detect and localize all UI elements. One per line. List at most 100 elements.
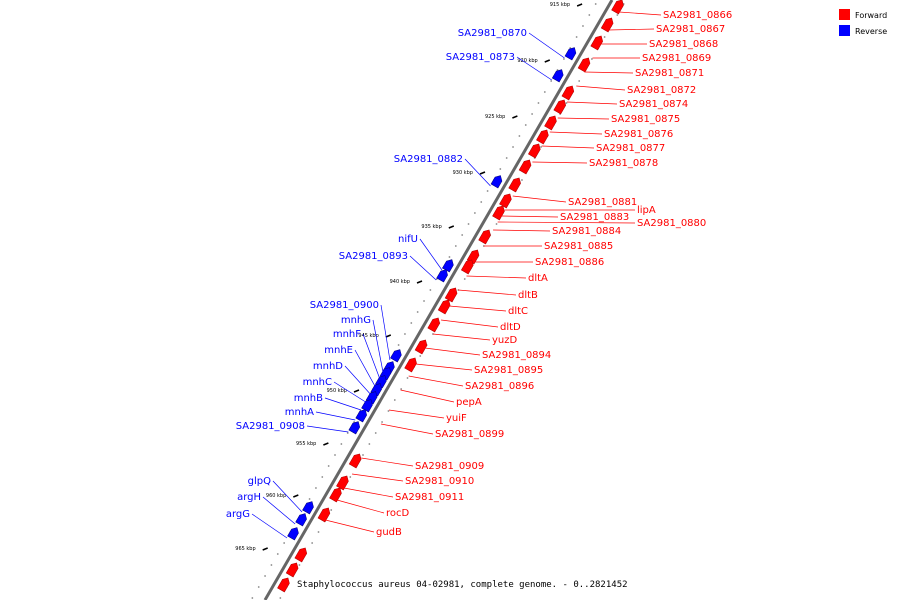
- legend-reverse-label: Reverse: [855, 27, 887, 36]
- forward-gene-label: SA2981_0878: [589, 158, 658, 169]
- forward-gene-label: SA2981_0867: [656, 24, 725, 35]
- reverse-gene-label: mnhA: [285, 407, 314, 418]
- reverse-gene: [302, 501, 314, 515]
- ruler-dot: [308, 498, 311, 500]
- ruler-dot: [603, 36, 606, 38]
- leader-line: [325, 519, 375, 533]
- reverse-gene: [436, 269, 448, 283]
- tick-mark: [293, 494, 299, 498]
- ruler-dot: [368, 443, 371, 445]
- forward-gene-label: SA2981_0868: [649, 39, 718, 50]
- ruler-dot: [578, 80, 581, 82]
- ruler-dot: [311, 542, 314, 544]
- forward-gene-label: dltA: [528, 273, 548, 284]
- leader-line: [361, 457, 414, 467]
- ruler-dot: [346, 432, 349, 434]
- leader-line: [432, 333, 491, 341]
- forward-gene-label: yuzD: [492, 335, 518, 346]
- ruler-dot: [321, 476, 324, 478]
- leader-line: [608, 28, 655, 31]
- ruler-dot: [276, 553, 279, 555]
- leader-line: [262, 496, 296, 525]
- leader-line: [493, 229, 551, 232]
- ruler-dot: [461, 234, 464, 236]
- tick-labels: 915 kbp 920 kbp 925 kbp 930 kbp 935 kbp 940 k…: [235, 2, 570, 552]
- forward-gene: [611, 0, 624, 15]
- ruler-dot: [334, 454, 336, 456]
- leader-line: [532, 161, 588, 164]
- reverse-gene-label: SA2981_0900: [310, 300, 379, 311]
- forward-gene: [414, 339, 428, 355]
- tick-label: 920 kbp: [517, 58, 537, 64]
- forward-gene-label: SA2981_0872: [627, 85, 696, 96]
- ruler-dot: [594, 3, 597, 5]
- label-leaders: [251, 11, 662, 539]
- reverse-gene: [287, 527, 299, 541]
- ruler-dot: [590, 58, 593, 60]
- tick-marks: [262, 3, 583, 551]
- reverse-gene-label: SA2981_0870: [458, 28, 527, 39]
- forward-gene: [544, 115, 557, 131]
- ruler-dot: [400, 388, 403, 390]
- ruler-dot: [575, 36, 578, 38]
- forward-gene-label: SA2981_0874: [619, 99, 688, 110]
- forward-gene-label: dltB: [518, 290, 538, 301]
- leader-line: [512, 195, 567, 203]
- leader-line: [324, 397, 362, 411]
- tick-mark: [576, 3, 583, 7]
- leader-line: [576, 85, 626, 91]
- reverse-gene: [490, 175, 503, 189]
- tick-mark: [544, 59, 551, 63]
- leader-line: [306, 425, 349, 433]
- reverse-gene: [355, 409, 367, 423]
- reverse-gene-label: mnhF: [333, 329, 361, 340]
- ruler-dot: [588, 14, 591, 16]
- leader-line: [528, 32, 565, 59]
- forward-gene: [518, 159, 532, 175]
- leader-line: [388, 409, 445, 419]
- legend-reverse-swatch: [839, 25, 850, 36]
- leader-line: [409, 255, 437, 281]
- leader-line: [541, 145, 595, 149]
- tick-label: 945 kbp: [358, 333, 378, 339]
- forward-gene-label: pepA: [456, 397, 482, 408]
- ruler-dot: [416, 311, 419, 313]
- ruler-dot: [410, 322, 413, 324]
- forward-gene-label: SA2981_0895: [474, 365, 543, 376]
- leader-line: [400, 389, 455, 403]
- ruler-dot: [537, 102, 540, 104]
- leader-line: [619, 11, 662, 16]
- ruler-dot: [406, 377, 409, 379]
- ruler-dot: [448, 256, 451, 258]
- leader-line: [584, 71, 634, 74]
- leader-line: [336, 499, 385, 514]
- forward-gene-label: SA2981_0880: [637, 218, 706, 229]
- reverse-gene-label: SA2981_0873: [446, 52, 515, 63]
- forward-gene-label: SA2981_0884: [552, 226, 621, 237]
- ruler-dot: [543, 91, 546, 93]
- forward-gene: [499, 193, 512, 209]
- ruler-dot: [317, 531, 320, 533]
- tick-mark: [448, 225, 455, 229]
- leader-line: [419, 238, 443, 271]
- forward-gene: [508, 177, 521, 193]
- reverse-gene-label: SA2981_0908: [236, 421, 305, 432]
- reverse-gene: [390, 349, 402, 363]
- forward-gene-label: dltC: [508, 306, 528, 317]
- forward-gene: [348, 453, 362, 469]
- leader-line: [466, 275, 527, 279]
- ruler-dot: [562, 58, 565, 60]
- ruler-dot: [264, 575, 266, 577]
- forward-gene: [437, 299, 451, 315]
- ruler-dot: [349, 476, 352, 478]
- tick-label: 940 kbp: [390, 279, 410, 285]
- ruler-dot: [499, 168, 502, 170]
- forward-gene: [317, 507, 331, 523]
- tick-mark: [479, 171, 486, 175]
- ruler-dot: [362, 454, 364, 456]
- forward-gene-label: SA2981_0910: [405, 476, 474, 487]
- forward-gene: [553, 99, 566, 115]
- ruler-dot: [521, 179, 523, 181]
- ruler-dot: [473, 212, 476, 214]
- reverse-gene-label: SA2981_0893: [339, 251, 408, 262]
